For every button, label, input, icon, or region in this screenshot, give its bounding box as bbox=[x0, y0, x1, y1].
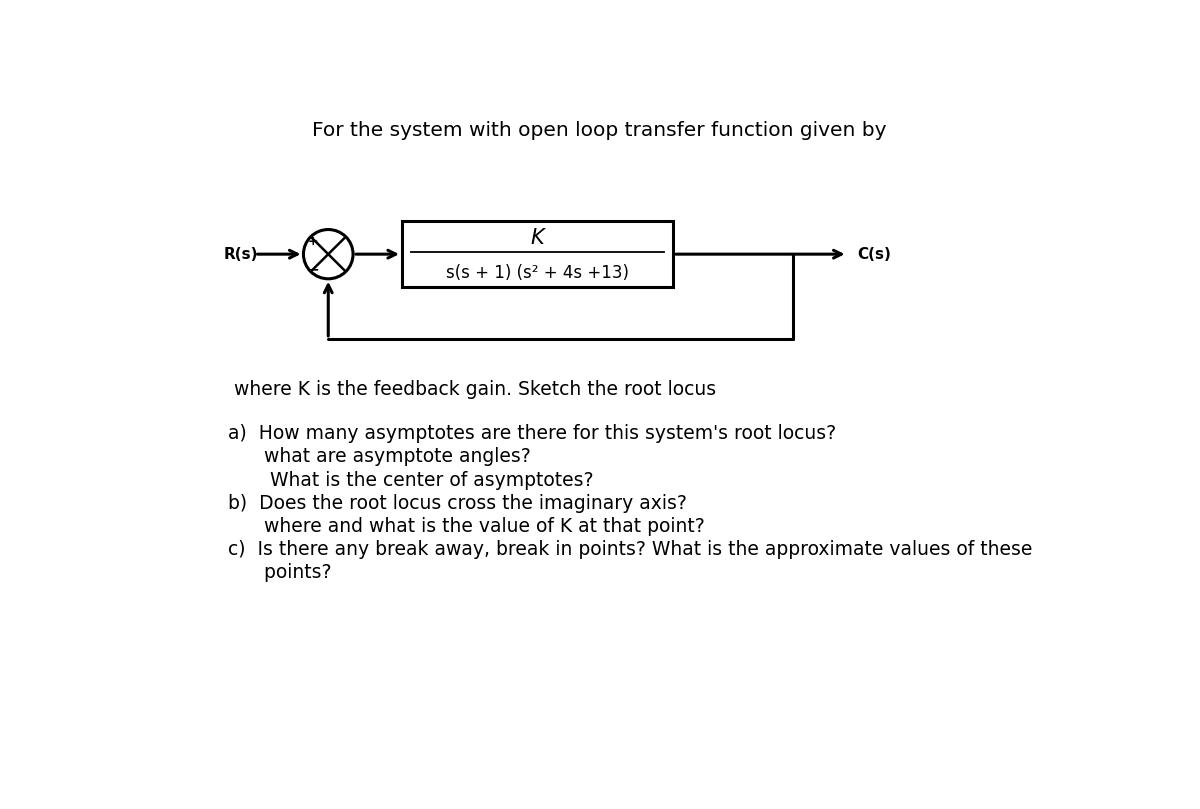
Text: where K is the feedback gain. Sketch the root locus: where K is the feedback gain. Sketch the… bbox=[228, 379, 715, 399]
Text: where and what is the value of K at that point?: where and what is the value of K at that… bbox=[228, 517, 704, 536]
Text: −: − bbox=[307, 262, 319, 276]
Text: a)  How many asymptotes are there for this system's root locus?: a) How many asymptotes are there for thi… bbox=[228, 425, 835, 443]
Text: For the system with open loop transfer function given by: For the system with open loop transfer f… bbox=[312, 121, 887, 141]
Text: +: + bbox=[308, 235, 319, 248]
Text: points?: points? bbox=[228, 563, 331, 582]
Text: s(s + 1) (s² + 4s +13): s(s + 1) (s² + 4s +13) bbox=[446, 264, 629, 282]
Text: What is the center of asymptotes?: What is the center of asymptotes? bbox=[228, 471, 593, 489]
Text: R(s): R(s) bbox=[223, 247, 258, 261]
Text: c)  Is there any break away, break in points? What is the approximate values of : c) Is there any break away, break in poi… bbox=[228, 540, 1032, 559]
Text: what are asymptote angles?: what are asymptote angles? bbox=[228, 447, 530, 467]
Text: K: K bbox=[530, 228, 545, 248]
FancyBboxPatch shape bbox=[402, 221, 673, 287]
Text: C(s): C(s) bbox=[857, 247, 890, 261]
Text: b)  Does the root locus cross the imaginary axis?: b) Does the root locus cross the imagina… bbox=[228, 493, 686, 513]
